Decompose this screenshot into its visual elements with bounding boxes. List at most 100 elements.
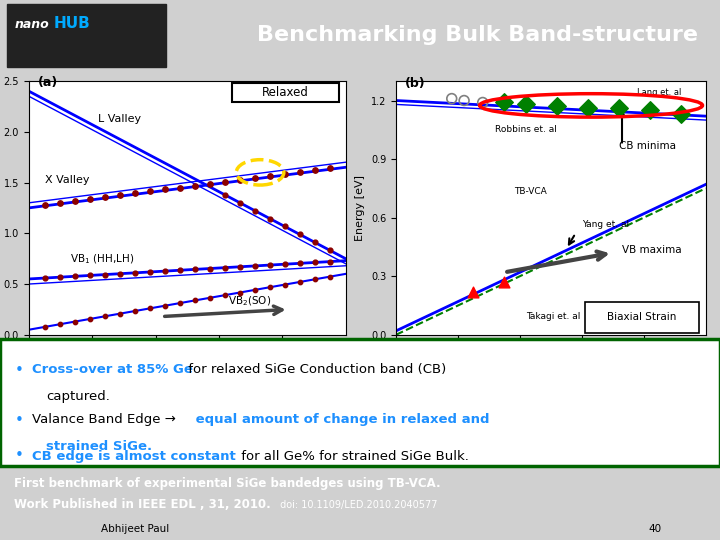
Point bbox=[204, 294, 215, 302]
Text: Cross-over at 85% Ge: Cross-over at 85% Ge bbox=[32, 362, 193, 375]
Point bbox=[446, 94, 457, 103]
Point bbox=[219, 178, 230, 186]
Point bbox=[189, 296, 200, 305]
Point bbox=[294, 230, 305, 239]
Point bbox=[114, 269, 125, 278]
Point bbox=[234, 288, 246, 297]
Point bbox=[69, 272, 81, 281]
FancyBboxPatch shape bbox=[0, 339, 720, 465]
Point bbox=[582, 104, 594, 113]
Text: CB edge is almost constant: CB edge is almost constant bbox=[32, 450, 235, 463]
Point bbox=[249, 206, 261, 215]
Text: Work Published in IEEE EDL , 31, 2010.: Work Published in IEEE EDL , 31, 2010. bbox=[14, 498, 271, 511]
Text: First benchmark of experimental SiGe bandedges using TB-VCA.: First benchmark of experimental SiGe ban… bbox=[14, 477, 441, 490]
Point bbox=[114, 191, 125, 200]
Point bbox=[99, 193, 110, 201]
Point bbox=[249, 261, 261, 270]
Point bbox=[219, 191, 230, 199]
Point bbox=[39, 322, 50, 331]
Text: Lang et. al: Lang et. al bbox=[637, 87, 682, 97]
Point bbox=[264, 214, 276, 223]
Point bbox=[279, 260, 290, 268]
Text: equal amount of change in relaxed and: equal amount of change in relaxed and bbox=[191, 414, 489, 427]
Point bbox=[129, 189, 140, 198]
Point bbox=[613, 104, 625, 113]
Text: VB$_2$(SO): VB$_2$(SO) bbox=[228, 294, 271, 308]
Point bbox=[99, 270, 110, 279]
Text: Relaxed: Relaxed bbox=[262, 86, 309, 99]
Text: for relaxed SiGe Conduction band (CB): for relaxed SiGe Conduction band (CB) bbox=[184, 362, 446, 375]
Point bbox=[84, 195, 96, 204]
Point bbox=[204, 264, 215, 273]
Point bbox=[249, 173, 261, 182]
Point bbox=[99, 312, 110, 321]
Point bbox=[468, 287, 480, 296]
Point bbox=[644, 106, 656, 114]
Point bbox=[294, 278, 305, 286]
Point bbox=[264, 172, 276, 180]
Point bbox=[498, 278, 510, 286]
X-axis label: Ge fraction  →: Ge fraction → bbox=[144, 360, 230, 370]
Point bbox=[219, 264, 230, 272]
Point bbox=[459, 96, 470, 105]
Text: •: • bbox=[14, 362, 23, 377]
FancyBboxPatch shape bbox=[585, 302, 699, 333]
Text: doi: 10.1109/LED.2010.2040577: doi: 10.1109/LED.2010.2040577 bbox=[277, 500, 438, 510]
Y-axis label: Energy [eV]: Energy [eV] bbox=[356, 175, 365, 241]
Point bbox=[309, 275, 320, 284]
Text: strained SiGe.: strained SiGe. bbox=[46, 440, 152, 453]
Point bbox=[189, 181, 200, 190]
Point bbox=[189, 265, 200, 274]
Point bbox=[264, 283, 276, 292]
Text: Robbins et. al: Robbins et. al bbox=[495, 125, 557, 134]
Point bbox=[552, 102, 563, 111]
Point bbox=[309, 166, 320, 174]
X-axis label: Ge fraction  →: Ge fraction → bbox=[508, 360, 594, 370]
Point bbox=[159, 301, 171, 310]
Point bbox=[309, 238, 320, 247]
Point bbox=[69, 197, 81, 205]
Point bbox=[54, 199, 66, 207]
Point bbox=[54, 273, 66, 281]
Text: for all Ge% for strained SiGe Bulk.: for all Ge% for strained SiGe Bulk. bbox=[236, 450, 469, 463]
Text: •: • bbox=[14, 414, 23, 428]
Bar bbox=[7, 3, 166, 66]
Point bbox=[39, 274, 50, 282]
Point bbox=[477, 98, 488, 107]
Point bbox=[174, 299, 186, 307]
Point bbox=[294, 259, 305, 268]
Point bbox=[324, 164, 336, 173]
Point bbox=[249, 286, 261, 294]
Point bbox=[174, 183, 186, 192]
Point bbox=[279, 170, 290, 178]
Text: CB minima: CB minima bbox=[619, 141, 676, 151]
Point bbox=[324, 272, 336, 281]
Text: Takagi et. al: Takagi et. al bbox=[526, 312, 580, 321]
Text: HUB: HUB bbox=[54, 16, 91, 31]
Text: Yang et. al: Yang et. al bbox=[582, 220, 629, 230]
Text: Valance Band Edge →: Valance Band Edge → bbox=[32, 414, 176, 427]
Text: VB maxima: VB maxima bbox=[622, 245, 682, 255]
Point bbox=[498, 98, 510, 107]
Text: (a): (a) bbox=[38, 76, 58, 89]
Text: 40: 40 bbox=[648, 524, 661, 534]
Point bbox=[129, 268, 140, 277]
Point bbox=[159, 185, 171, 194]
Text: (b): (b) bbox=[405, 77, 426, 90]
Text: Abhijeet Paul: Abhijeet Paul bbox=[101, 524, 169, 534]
FancyBboxPatch shape bbox=[232, 83, 339, 102]
Text: captured.: captured. bbox=[46, 390, 110, 403]
Point bbox=[39, 200, 50, 209]
Text: L Valley: L Valley bbox=[99, 113, 142, 124]
Point bbox=[234, 176, 246, 184]
Point bbox=[159, 267, 171, 275]
Point bbox=[234, 198, 246, 207]
Point bbox=[234, 262, 246, 271]
Text: X Valley: X Valley bbox=[45, 174, 89, 185]
Point bbox=[264, 261, 276, 269]
Point bbox=[174, 266, 186, 274]
Point bbox=[675, 110, 687, 118]
Point bbox=[279, 280, 290, 289]
Point bbox=[144, 268, 156, 276]
Point bbox=[144, 304, 156, 313]
